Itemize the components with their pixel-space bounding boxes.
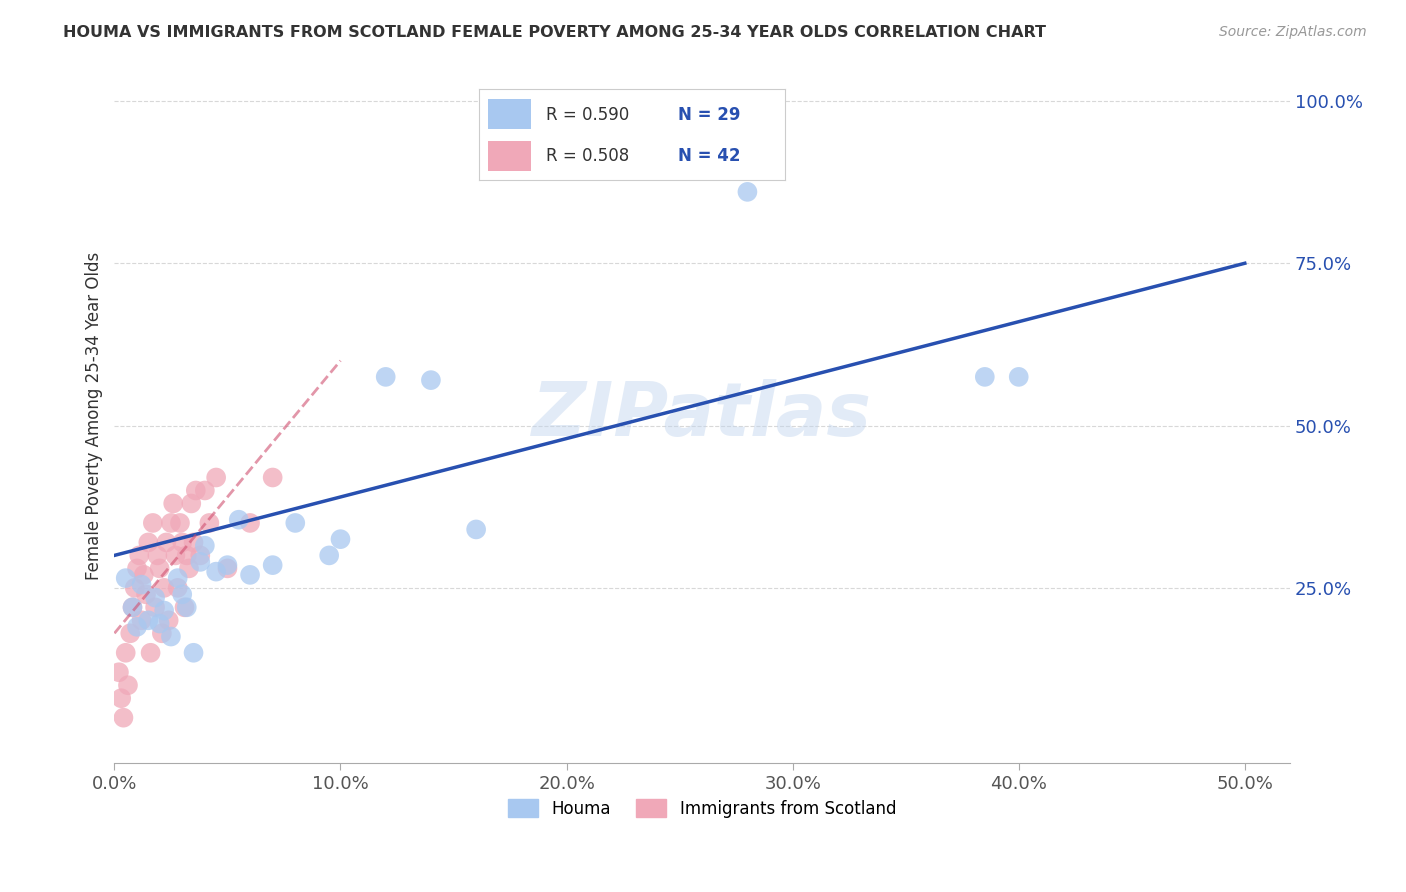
Point (198, 516, 221, 530)
Point (125, 561, 148, 575)
Point (120, 626, 142, 640)
Point (465, 523, 488, 537)
Point (194, 483, 217, 498)
Point (329, 532, 352, 546)
Point (1008, 370, 1031, 384)
Point (153, 604, 176, 618)
Point (318, 549, 340, 563)
Point (166, 581, 188, 595)
Point (188, 555, 211, 569)
Point (172, 535, 194, 549)
Point (262, 470, 284, 484)
Point (194, 539, 217, 553)
Point (239, 516, 262, 530)
Point (114, 646, 136, 660)
Point (183, 646, 205, 660)
Point (128, 549, 150, 563)
Point (737, 185, 759, 199)
Point (188, 549, 211, 563)
Point (205, 470, 228, 484)
Text: Source: ZipAtlas.com: Source: ZipAtlas.com (1219, 25, 1367, 39)
Point (180, 496, 202, 510)
Point (136, 535, 159, 549)
Point (205, 565, 228, 579)
Point (131, 613, 153, 627)
Point (110, 691, 132, 706)
Text: HOUMA VS IMMIGRANTS FROM SCOTLAND FEMALE POVERTY AMONG 25-34 YEAR OLDS CORRELATI: HOUMA VS IMMIGRANTS FROM SCOTLAND FEMALE… (63, 25, 1046, 40)
Legend: Houma, Immigrants from Scotland: Houma, Immigrants from Scotland (502, 793, 903, 824)
Point (176, 549, 198, 563)
Point (121, 600, 143, 615)
Point (374, 370, 396, 384)
Point (166, 571, 188, 585)
Point (176, 600, 198, 615)
Point (108, 665, 131, 680)
Point (132, 567, 155, 582)
Point (165, 549, 187, 563)
Point (157, 613, 180, 627)
Point (149, 616, 172, 631)
Point (169, 516, 191, 530)
Point (162, 496, 184, 510)
Point (239, 567, 262, 582)
Point (160, 516, 183, 530)
Point (183, 535, 205, 549)
Point (419, 373, 441, 387)
Point (136, 613, 159, 627)
Y-axis label: Female Poverty Among 25-34 Year Olds: Female Poverty Among 25-34 Year Olds (86, 252, 103, 580)
Point (172, 587, 194, 601)
Point (228, 513, 250, 527)
Point (262, 558, 284, 573)
Point (160, 630, 183, 644)
Point (117, 678, 139, 692)
Point (131, 577, 153, 591)
Point (177, 561, 200, 575)
Point (217, 561, 239, 575)
Point (112, 711, 135, 725)
Point (184, 483, 207, 498)
Point (217, 558, 239, 573)
Point (135, 587, 157, 601)
Point (142, 516, 165, 530)
Point (143, 591, 166, 605)
Point (139, 646, 162, 660)
Point (173, 600, 195, 615)
Point (124, 581, 146, 595)
Point (973, 370, 995, 384)
Point (125, 620, 148, 634)
Point (284, 516, 307, 530)
Text: ZIPatlas: ZIPatlas (533, 379, 872, 452)
Point (150, 626, 173, 640)
Point (146, 549, 169, 563)
Point (153, 581, 176, 595)
Point (121, 600, 143, 615)
Point (143, 600, 166, 615)
Point (155, 535, 177, 549)
Point (149, 561, 172, 575)
Point (114, 571, 136, 585)
